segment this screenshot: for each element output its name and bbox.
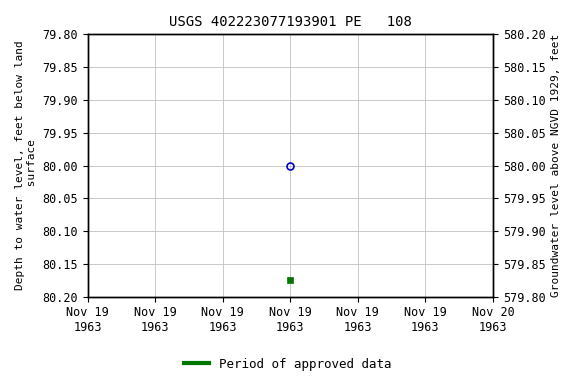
Y-axis label: Groundwater level above NGVD 1929, feet: Groundwater level above NGVD 1929, feet: [551, 34, 561, 297]
Legend: Period of approved data: Period of approved data: [179, 353, 397, 376]
Y-axis label: Depth to water level, feet below land
 surface: Depth to water level, feet below land su…: [15, 41, 37, 290]
Title: USGS 402223077193901 PE   108: USGS 402223077193901 PE 108: [169, 15, 412, 29]
